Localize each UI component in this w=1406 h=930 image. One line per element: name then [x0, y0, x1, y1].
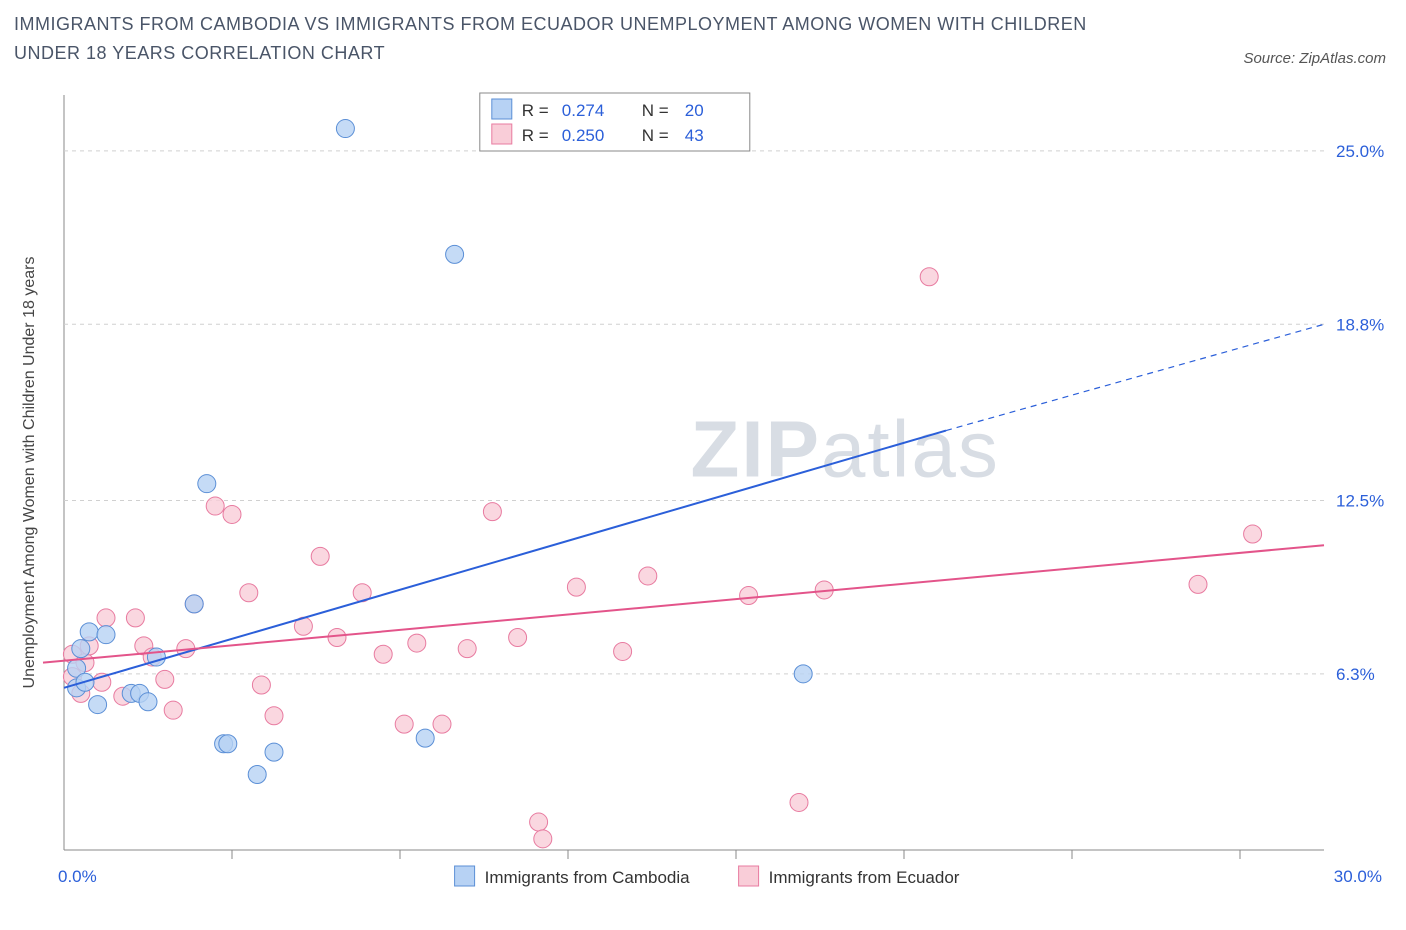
scatter-point [395, 715, 413, 733]
legend-swatch [492, 99, 512, 119]
scatter-point [139, 693, 157, 711]
scatter-point [614, 642, 632, 660]
scatter-point [206, 497, 224, 515]
x-max-label: 30.0% [1334, 867, 1382, 886]
scatter-point [80, 623, 98, 641]
scatter-point [240, 584, 258, 602]
scatter-point [97, 626, 115, 644]
trend-line-extrapolated [946, 324, 1324, 430]
scatter-point [248, 766, 266, 784]
scatter-point [336, 120, 354, 138]
x-min-label: 0.0% [58, 867, 97, 886]
legend-n-label: N = [642, 101, 669, 120]
y-axis-label: Unemployment Among Women with Children U… [21, 257, 38, 689]
y-tick-label: 18.8% [1336, 315, 1384, 334]
scatter-point [534, 830, 552, 848]
legend-swatch [739, 866, 759, 886]
scatter-point [72, 640, 90, 658]
scatter-point [458, 640, 476, 658]
scatter-point [1244, 525, 1262, 543]
scatter-point [794, 665, 812, 683]
scatter-point [164, 701, 182, 719]
legend-r-value: 0.274 [562, 101, 605, 120]
legend-r-label: R = [522, 101, 549, 120]
legend-swatch [455, 866, 475, 886]
scatter-point [156, 670, 174, 688]
legend-swatch [492, 124, 512, 144]
stats-legend [480, 93, 750, 151]
y-tick-label: 12.5% [1336, 491, 1384, 510]
watermark: ZIPatlas [690, 404, 999, 493]
chart-container: 6.3% 12.5% 18.8% 25.0% 0.0% 30.0% Unemployment… [14, 90, 1392, 910]
scatter-point [89, 696, 107, 714]
scatter-point [639, 567, 657, 585]
scatter-point [509, 628, 527, 646]
legend-series-label: Immigrants from Ecuador [769, 868, 960, 887]
source-credit: Source: ZipAtlas.com [1243, 50, 1386, 67]
scatter-point [223, 505, 241, 523]
trend-line [43, 545, 1324, 662]
scatter-point [790, 793, 808, 811]
scatter-point [1189, 575, 1207, 593]
scatter-point [198, 475, 216, 493]
scatter-point [408, 634, 426, 652]
scatter-point [920, 268, 938, 286]
scatter-point [328, 628, 346, 646]
scatter-point [374, 645, 392, 663]
scatter-point [219, 735, 237, 753]
scatter-point [483, 503, 501, 521]
legend-n-value: 43 [685, 126, 704, 145]
scatter-point [97, 609, 115, 627]
scatter-point [446, 245, 464, 263]
scatter-chart: 6.3% 12.5% 18.8% 25.0% 0.0% 30.0% Unemployment… [14, 90, 1392, 910]
scatter-point [311, 547, 329, 565]
scatter-point [567, 578, 585, 596]
scatter-point [265, 707, 283, 725]
scatter-point [530, 813, 548, 831]
legend-r-value: 0.250 [562, 126, 605, 145]
y-tick-label: 25.0% [1336, 142, 1384, 161]
scatter-point [185, 595, 203, 613]
scatter-point [252, 676, 270, 694]
scatter-point [740, 587, 758, 605]
scatter-point [126, 609, 144, 627]
legend-n-value: 20 [685, 101, 704, 120]
y-tick-label: 6.3% [1336, 665, 1375, 684]
legend-n-label: N = [642, 126, 669, 145]
scatter-point [433, 715, 451, 733]
scatter-point [265, 743, 283, 761]
legend-r-label: R = [522, 126, 549, 145]
legend-series-label: Immigrants from Cambodia [485, 868, 691, 887]
scatter-point [416, 729, 434, 747]
chart-title: IMMIGRANTS FROM CAMBODIA VS IMMIGRANTS F… [14, 10, 1114, 68]
